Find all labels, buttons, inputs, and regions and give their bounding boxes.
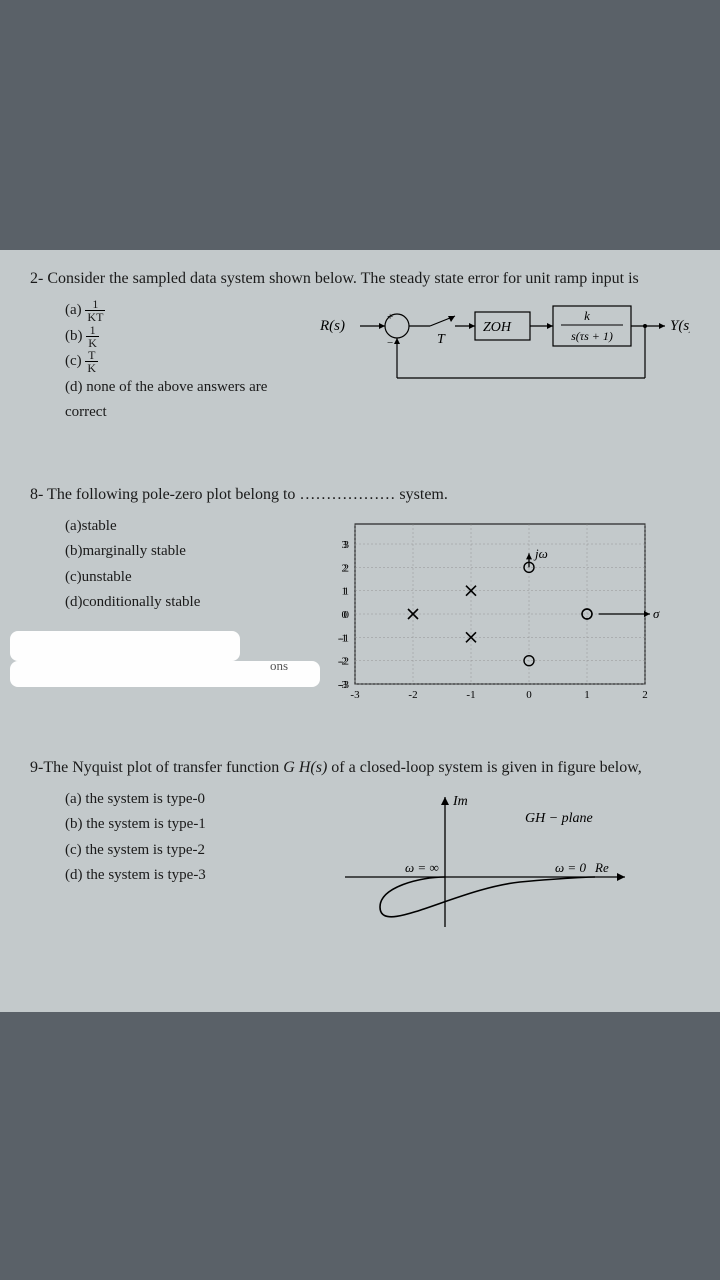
tf-den: s(τs + 1) xyxy=(572,329,614,343)
svg-text:σ: σ xyxy=(653,606,660,621)
question-2: 2- Consider the sampled data system show… xyxy=(30,270,690,426)
q9-opt-a: (a) the system is type-0 xyxy=(65,787,305,813)
q2-opt-a: (a) 1KT xyxy=(65,298,295,324)
q8-opt-c: (c)unstable xyxy=(65,565,305,591)
minus-label: − xyxy=(387,337,393,349)
q9-opt-d: (d) the system is type-3 xyxy=(65,863,305,889)
q8-options: (a)stable (b)marginally stable (c)unstab… xyxy=(65,514,305,616)
svg-text:-1: -1 xyxy=(340,632,349,644)
svg-text:2: 2 xyxy=(642,689,648,701)
svg-text:-1: -1 xyxy=(466,689,475,701)
plus-label: + xyxy=(387,311,393,323)
w-inf-label: ω = ∞ xyxy=(405,860,439,875)
svg-text:-3: -3 xyxy=(340,679,350,691)
q8-opt-b: (b)marginally stable xyxy=(65,539,305,565)
zoh-label: ZOH xyxy=(483,320,512,335)
svg-text:-2: -2 xyxy=(408,689,417,701)
q2-opt-d: (d) none of the above answers are correc… xyxy=(65,375,295,426)
q8-opt-a: (a)stable xyxy=(65,514,305,540)
question-9: 9-The Nyquist plot of transfer function … xyxy=(30,759,690,947)
gh-plane-label: GH − plane xyxy=(525,811,593,826)
q8-opt-d: (d)conditionally stable xyxy=(65,590,305,616)
q2-prompt: 2- Consider the sampled data system show… xyxy=(30,270,690,288)
question-8: 8- The following pole-zero plot belong t… xyxy=(30,486,690,714)
im-label: Im xyxy=(452,794,468,809)
ys-label: Y(s) xyxy=(670,318,690,334)
tf-num: k xyxy=(585,308,591,323)
svg-text:3: 3 xyxy=(344,539,350,551)
q9-prompt: 9-The Nyquist plot of transfer function … xyxy=(30,759,690,777)
q9-opt-c: (c) the system is type-2 xyxy=(65,838,305,864)
nyquist-plot: Im GH − plane Re ω = 0 ω = ∞ xyxy=(325,787,665,947)
svg-text:-2: -2 xyxy=(340,655,349,667)
svg-text:1: 1 xyxy=(344,585,350,597)
q2-opt-b: (b) 1K xyxy=(65,324,295,350)
svg-text:2: 2 xyxy=(344,562,350,574)
watermark-text: ons xyxy=(270,658,288,674)
q9-options: (a) the system is type-0 (b) the system … xyxy=(65,787,305,889)
q9-opt-b: (b) the system is type-1 xyxy=(65,812,305,838)
q2-options: (a) 1KT (b) 1K (c) TK (d) none of the ab… xyxy=(65,298,295,426)
svg-text:0: 0 xyxy=(344,609,350,621)
svg-text:1: 1 xyxy=(584,689,590,701)
svg-text:0: 0 xyxy=(526,689,532,701)
w-zero-label: ω = 0 xyxy=(555,860,586,875)
exam-paper: 2- Consider the sampled data system show… xyxy=(0,250,720,1012)
svg-text:-3: -3 xyxy=(350,689,360,701)
pole-zero-plot: -3-2-1012-3-2-10123-3-2-10123jωσ xyxy=(325,514,675,714)
q2-opt-c: (c) TK xyxy=(65,349,295,375)
rs-label: R(s) xyxy=(319,318,345,334)
q2-block-diagram: R(s) + − T ZOH xyxy=(315,298,690,418)
re-label: Re xyxy=(594,860,609,875)
t-label: T xyxy=(437,332,446,347)
redaction-mark xyxy=(10,631,240,661)
q8-prompt: 8- The following pole-zero plot belong t… xyxy=(30,486,690,504)
svg-text:jω: jω xyxy=(533,546,548,561)
